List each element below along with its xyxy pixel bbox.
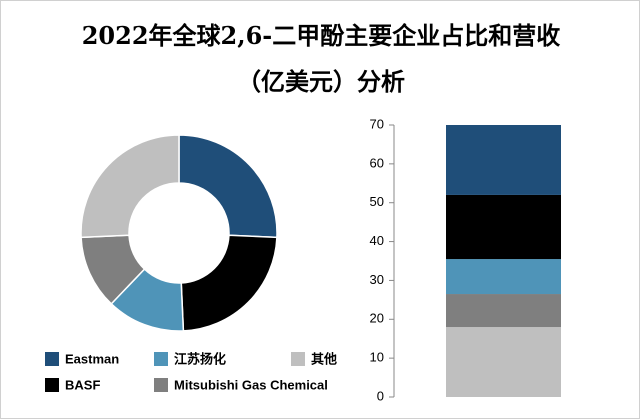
donut-segment bbox=[80, 134, 180, 239]
donut-segment bbox=[178, 134, 278, 239]
bar-segment bbox=[446, 327, 561, 397]
legend-label: 江苏扬化 bbox=[174, 351, 226, 366]
legend-label: Mitsubishi Gas Chemical bbox=[174, 377, 328, 392]
y-tick-label: 30 bbox=[370, 272, 384, 287]
legend-swatch bbox=[154, 378, 168, 392]
legend-swatch bbox=[45, 352, 59, 366]
y-tick-label: 10 bbox=[370, 350, 384, 365]
legend-label: 其他 bbox=[311, 351, 337, 366]
bar-segment bbox=[446, 125, 561, 195]
legend-swatch bbox=[291, 352, 305, 366]
chart-title: 2022年全球2,6-二甲酚主要企业占比和营收（亿美元）分析 bbox=[81, 21, 561, 96]
y-tick-label: 20 bbox=[370, 311, 384, 326]
legend-swatch bbox=[154, 352, 168, 366]
bar-segment bbox=[446, 294, 561, 328]
y-tick-label: 0 bbox=[377, 388, 384, 403]
legend-label: Eastman bbox=[65, 351, 119, 366]
bar-segment bbox=[446, 259, 561, 295]
legend-swatch bbox=[45, 378, 59, 392]
y-tick-label: 40 bbox=[370, 233, 384, 248]
y-tick-label: 70 bbox=[370, 116, 384, 131]
legend-label: BASF bbox=[65, 377, 100, 392]
y-tick-label: 50 bbox=[370, 194, 384, 209]
bar-segment bbox=[446, 194, 561, 260]
donut-segment bbox=[180, 234, 278, 332]
y-tick-label: 60 bbox=[370, 155, 384, 170]
